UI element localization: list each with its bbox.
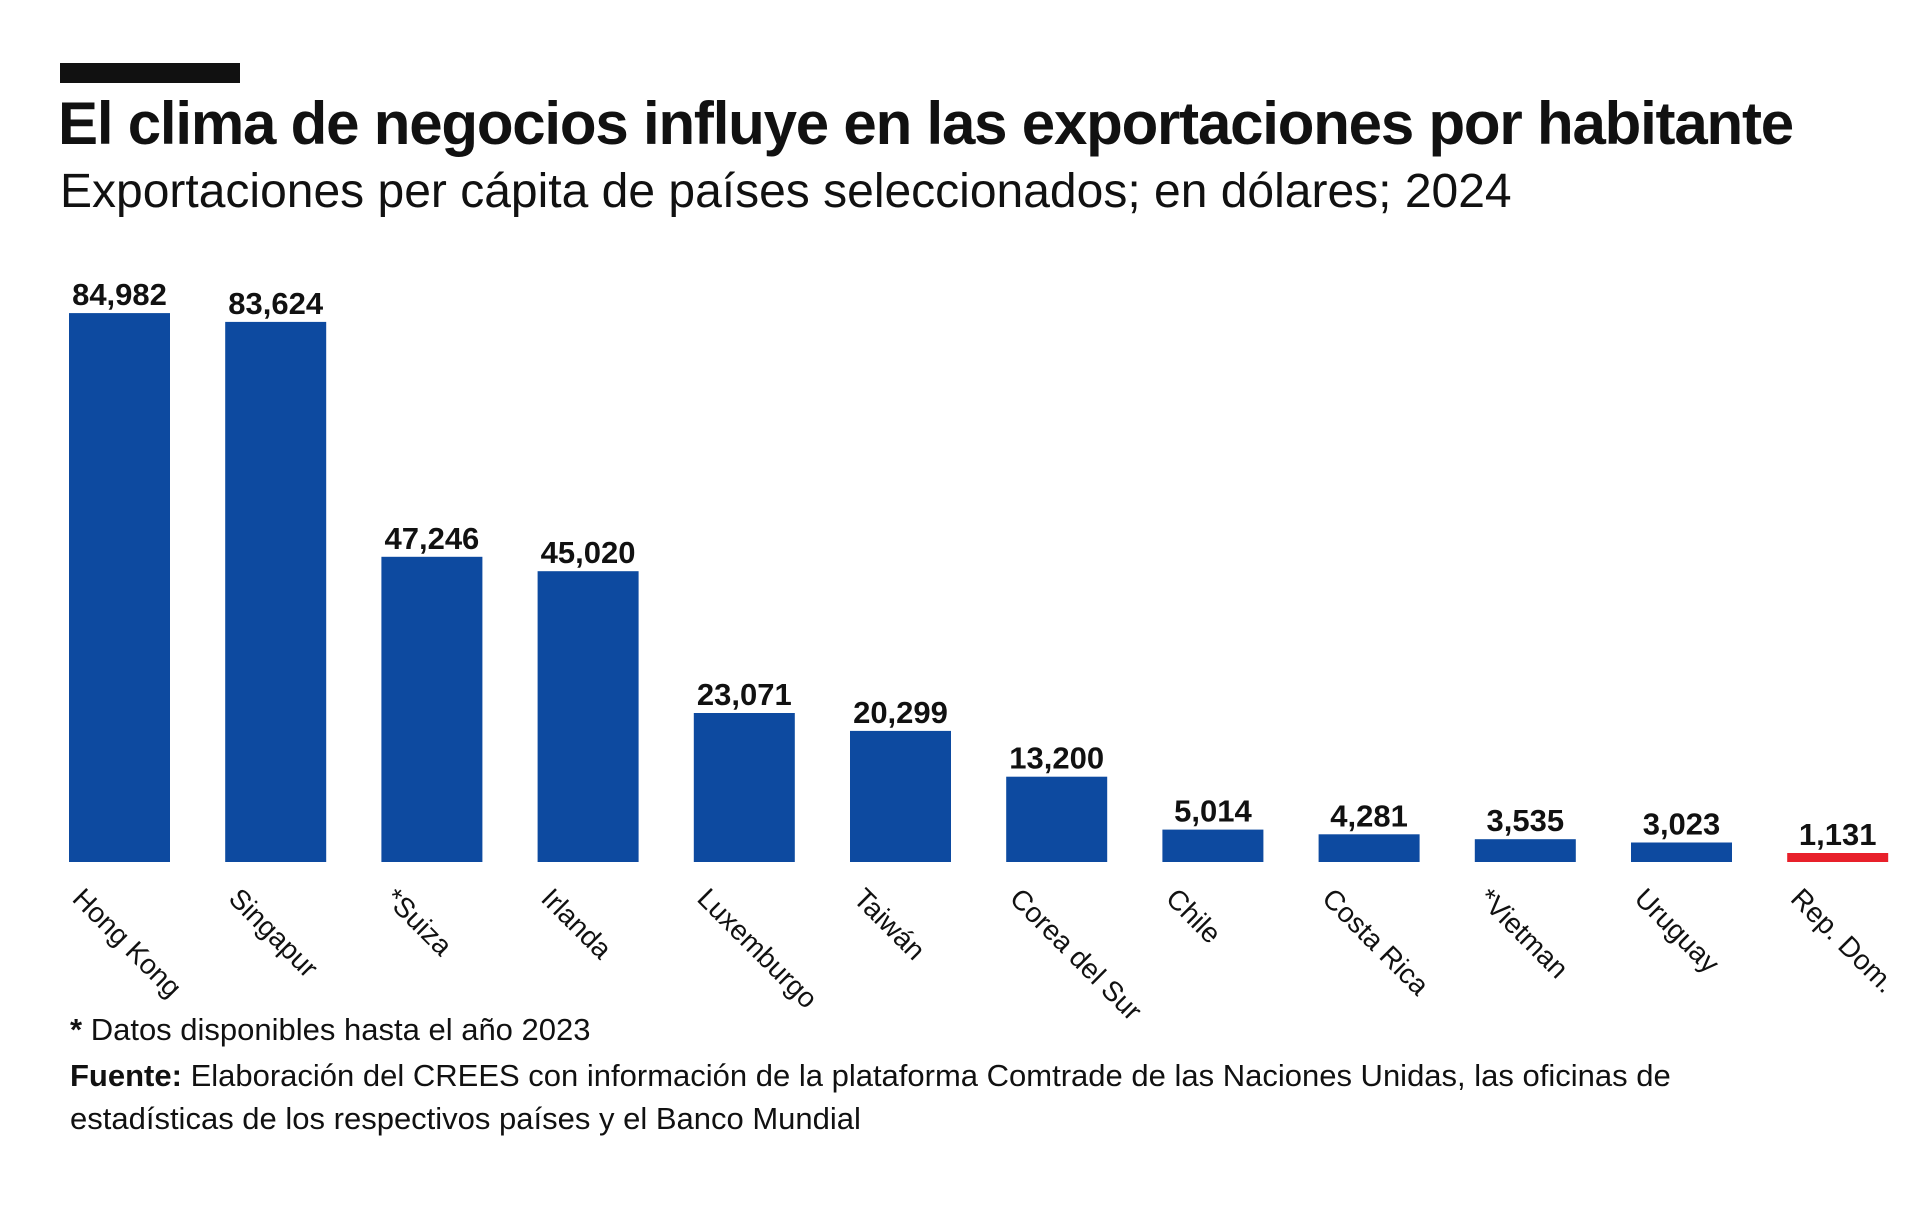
value-label-luxemburgo: 23,071 xyxy=(697,677,792,712)
bar-taiwan xyxy=(850,730,951,862)
category-label-suiza: *Suiza xyxy=(379,882,458,961)
category-label-chile: Chile xyxy=(1160,882,1227,949)
bar-corea-del-sur xyxy=(1006,776,1108,862)
footnote-text: Datos disponibles hasta el año 2023 xyxy=(90,1012,591,1047)
category-label-corea-del-sur: Corea del Sur xyxy=(1004,882,1148,1020)
bar-hong-kong xyxy=(69,313,170,863)
value-label-taiwan: 20,299 xyxy=(853,695,948,730)
bar-suiza xyxy=(381,556,483,862)
category-labels-group: Hong Kong Singapur *Suiza Irlanda Luxemburgo… xyxy=(67,882,1902,1020)
value-label-uruguay: 3,023 xyxy=(1643,807,1721,842)
title-accent-rule xyxy=(60,63,240,83)
value-label-corea-del-sur: 13,200 xyxy=(1009,741,1104,776)
category-label-costa-rica: Costa Rica xyxy=(1316,882,1435,1001)
value-label-suiza: 47,246 xyxy=(384,521,479,556)
bar-chile xyxy=(1162,829,1264,862)
category-label-vietman: *Vietman xyxy=(1473,882,1575,984)
category-label-uruguay: Uruguay xyxy=(1629,882,1726,979)
source-note: Fuente: Elaboración del CREES con inform… xyxy=(70,1054,1830,1140)
source-label: Fuente: xyxy=(70,1058,182,1093)
bar-singapur xyxy=(225,321,327,862)
value-label-rep-dom: 1,131 xyxy=(1799,817,1877,852)
value-labels-group: 84,982 83,624 47,246 45,020 23,071 20,299 13,2… xyxy=(72,277,1876,852)
value-label-irlanda: 45,020 xyxy=(541,535,636,570)
bar-costa-rica xyxy=(1318,834,1420,862)
chart-title: El clima de negocios influye en las expo… xyxy=(58,90,1794,157)
bars-group xyxy=(69,313,1889,863)
footnote: * Datos disponibles hasta el año 2023 xyxy=(70,1010,591,1050)
bar-rep-dom xyxy=(1787,853,1889,862)
category-label-taiwan: Taiwán xyxy=(848,882,932,966)
bar-luxemburgo xyxy=(693,713,795,862)
value-label-chile: 5,014 xyxy=(1174,794,1252,829)
bar-vietman xyxy=(1474,839,1576,862)
category-label-singapur: Singapur xyxy=(223,882,324,983)
chart-subtitle: Exportaciones per cápita de países selec… xyxy=(60,165,1512,218)
category-label-rep-dom: Rep. Dom. xyxy=(1785,882,1902,999)
bar-irlanda xyxy=(537,571,639,862)
value-label-singapur: 83,624 xyxy=(228,286,324,321)
value-label-vietman: 3,535 xyxy=(1487,803,1565,838)
category-label-irlanda: Irlanda xyxy=(535,882,618,965)
category-label-hong-kong: Hong Kong xyxy=(67,882,188,1003)
bar-chart: 84,982 83,624 47,246 45,020 23,071 20,299 13,2… xyxy=(67,277,1902,1020)
source-text: Elaboración del CREES con información de… xyxy=(70,1058,1671,1136)
category-label-luxemburgo: Luxemburgo xyxy=(692,882,824,1014)
bar-uruguay xyxy=(1631,842,1732,862)
value-label-hong-kong: 84,982 xyxy=(72,277,167,312)
value-label-costa-rica: 4,281 xyxy=(1330,798,1408,833)
footnote-marker: * xyxy=(70,1012,83,1047)
